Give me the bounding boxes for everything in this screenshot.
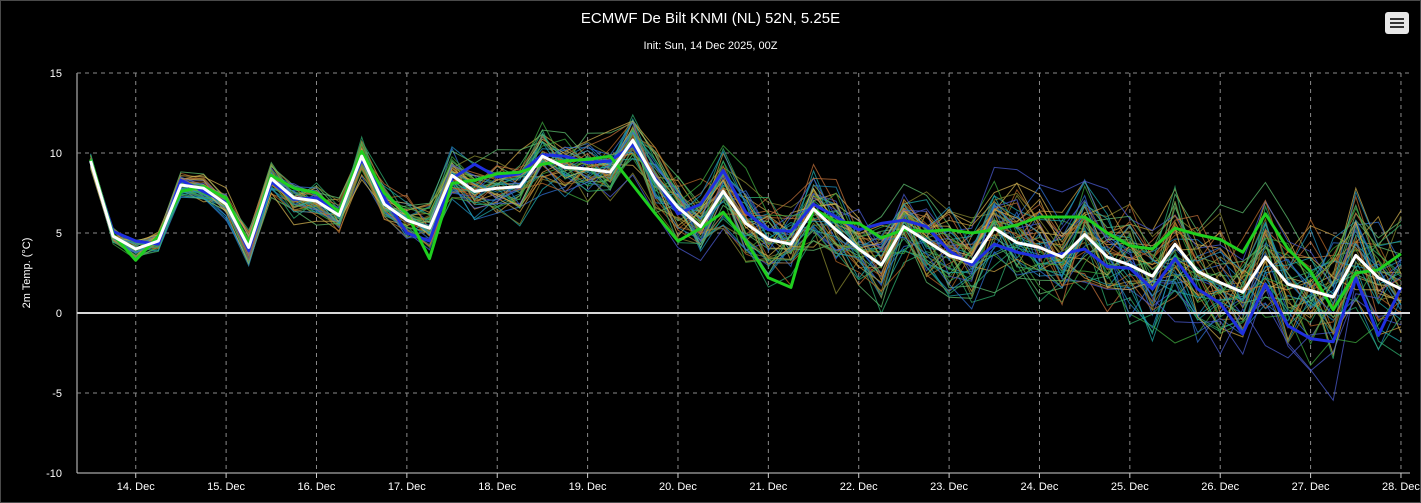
- y-axis-label: 2m Temp. (°C): [21, 238, 33, 309]
- x-tick-label: 16. Dec: [298, 481, 336, 493]
- y-tick-label: -5: [52, 388, 62, 400]
- ensemble-member-line: [90, 128, 1402, 357]
- white-series-line: [89, 138, 1402, 299]
- ensemble-member-line: [90, 135, 1402, 329]
- ensemble-member-line: [90, 142, 1402, 341]
- y-tick-label: 0: [56, 308, 62, 320]
- chart-subtitle: Init: Sun, 14 Dec 2025, 00Z: [643, 40, 778, 52]
- highlighted-series: [89, 138, 1403, 344]
- ensemble-member-line: [90, 151, 1402, 346]
- x-tick-label: 27. Dec: [1292, 481, 1330, 493]
- ensemble-members: [90, 113, 1402, 402]
- x-tick-labels: 14. Dec 15. Dec 16. Dec 17. Dec 18. Dec 19. D…: [117, 481, 1421, 493]
- x-tick-label: 28. Dec: [1382, 481, 1420, 493]
- y-tick-label: 15: [50, 68, 62, 80]
- x-tick-label: 26. Dec: [1201, 481, 1239, 493]
- y-tick-label: -10: [46, 468, 62, 480]
- x-tick-label: 24. Dec: [1021, 481, 1059, 493]
- x-tick-label: 17. Dec: [388, 481, 426, 493]
- chart-title: ECMWF De Bilt KNMI (NL) 52N, 5.25E: [580, 10, 841, 27]
- y-tick-label: 10: [50, 148, 62, 160]
- x-tick-label: 22. Dec: [840, 481, 878, 493]
- green-series-line: [89, 149, 1402, 312]
- x-tick-label: 19. Dec: [569, 481, 607, 493]
- x-tick-label: 21. Dec: [749, 481, 787, 493]
- ensemble-member-line: [90, 138, 1402, 319]
- x-tick-label: 18. Dec: [478, 481, 516, 493]
- y-tick-label: 5: [56, 228, 62, 240]
- ensemble-member-line: [90, 135, 1402, 309]
- x-tick-label: 14. Dec: [117, 481, 155, 493]
- x-tick-label: 25. Dec: [1111, 481, 1149, 493]
- blue-series-line: [89, 143, 1403, 344]
- ensemble-member-line: [90, 158, 1402, 343]
- y-tick-labels: 15 10 5 0 -5 -10: [46, 68, 62, 480]
- x-tick-label: 20. Dec: [659, 481, 697, 493]
- x-tick-label: 15. Dec: [207, 481, 245, 493]
- x-tick-label: 23. Dec: [930, 481, 968, 493]
- ensemble-member-line: [90, 128, 1402, 329]
- hamburger-menu-icon[interactable]: [1385, 12, 1409, 34]
